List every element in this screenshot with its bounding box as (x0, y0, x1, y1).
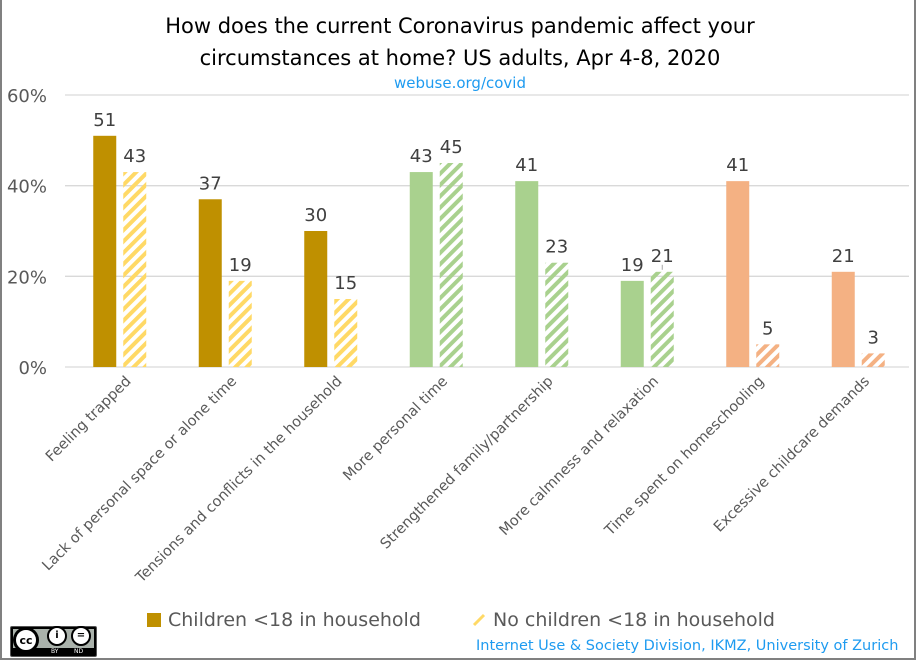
data-label-children: 41 (726, 155, 749, 176)
x-tick-label: Lack of personal space or alone time (40, 373, 241, 574)
data-label-no-children: 19 (229, 255, 252, 276)
bar-no-children (861, 353, 885, 367)
bar-no-children (439, 163, 463, 367)
data-label-children: 30 (304, 205, 327, 226)
credit-link[interactable]: Internet Use & Society Division, IKMZ, U… (476, 638, 899, 654)
data-label-no-children: 3 (868, 327, 879, 348)
data-label-no-children: 21 (651, 246, 674, 267)
data-label-no-children: 45 (440, 137, 463, 158)
data-label-children: 41 (515, 155, 538, 176)
data-label-children: 37 (199, 173, 222, 194)
x-tick-label: Feeling trapped (43, 374, 135, 466)
legend-item-no-children: No children <18 in household (472, 609, 775, 631)
data-label-children: 19 (621, 255, 644, 276)
bar-no-children (123, 172, 147, 367)
legend-item-children: Children <18 in household (147, 609, 421, 631)
bar-children (93, 135, 117, 367)
data-label-children: 51 (93, 110, 116, 131)
bar-children (304, 231, 328, 367)
bar-no-children (334, 299, 358, 367)
x-tick-label: Strengthened family/partnership (378, 374, 557, 553)
chart-subtitle-link[interactable]: webuse.org/covid (394, 74, 526, 92)
bar-children (726, 181, 750, 367)
bar-no-children (228, 280, 252, 367)
cc-by-nd-icon: cc i = BY ND (10, 626, 97, 657)
bar-children (515, 181, 539, 367)
legend-swatch-solid (147, 613, 161, 627)
bar-no-children (650, 271, 674, 367)
legend-label-no-children: No children <18 in household (493, 609, 775, 631)
data-label-no-children: 15 (334, 273, 357, 294)
cc-logo-icon: cc (13, 627, 39, 653)
y-tick-label: 20% (7, 267, 47, 288)
no-derivatives-icon: = (71, 626, 91, 646)
bar-children (831, 271, 855, 367)
bar-children (620, 280, 644, 367)
x-tick-label: More personal time (340, 373, 451, 484)
y-tick-label: 0% (18, 358, 47, 379)
data-label-children: 21 (832, 246, 855, 267)
legend-label-children: Children <18 in household (168, 609, 421, 631)
bar-children (198, 199, 222, 367)
data-label-no-children: 5 (762, 318, 773, 339)
license-nd-label: ND (74, 648, 84, 655)
data-label-children: 43 (410, 146, 433, 167)
data-label-no-children: 43 (123, 146, 146, 167)
bar-no-children (545, 262, 569, 367)
chart-title-line-1: How does the current Coronavirus pandemi… (165, 14, 755, 38)
license-by-label: BY (51, 648, 59, 655)
bar-children (409, 172, 433, 367)
legend-swatch-hatched (472, 613, 486, 627)
y-tick-label: 60% (7, 86, 47, 107)
attribution-icon: i (47, 626, 67, 646)
chart-title-line-2: circumstances at home? US adults, Apr 4-… (199, 46, 721, 70)
bar-no-children (756, 344, 780, 367)
x-tick-label: Tensions and conflicts in the household (132, 374, 345, 587)
y-tick-label: 40% (7, 177, 47, 198)
data-label-no-children: 23 (545, 237, 568, 258)
